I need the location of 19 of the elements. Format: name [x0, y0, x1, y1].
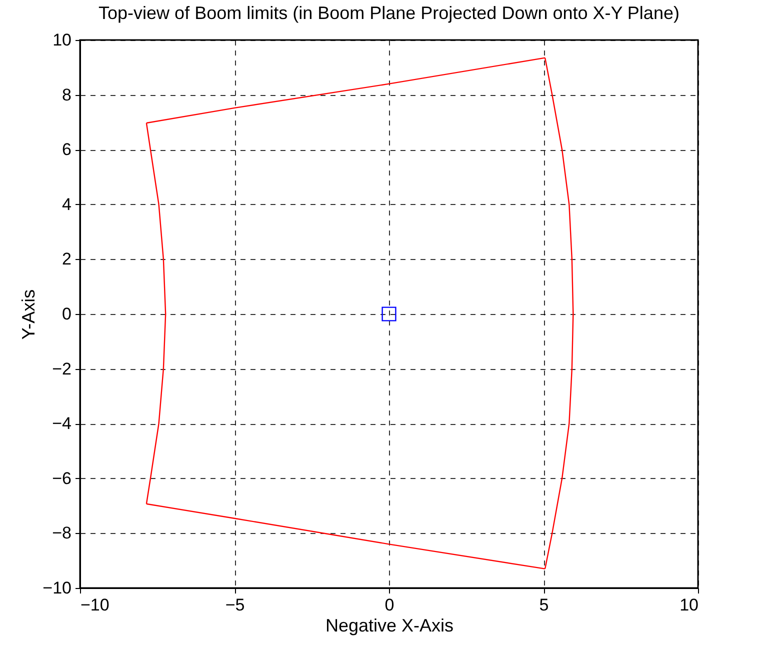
x-tick-label: −10 [80, 596, 110, 614]
y-tick-label: −10 [42, 578, 72, 598]
y-tick-label: 4 [62, 194, 72, 214]
x-tick-label: −5 [225, 596, 245, 614]
y-tick-label: 2 [62, 250, 72, 269]
y-tick-label: 6 [62, 140, 72, 160]
x-tick-label: 0 [384, 596, 394, 614]
x-axis-title: Negative X-Axis [325, 616, 454, 636]
chart-title: Top-view of Boom limits (in Boom Plane Projected Down onto X-Y Plane) [98, 3, 680, 23]
x-tick-label: 10 [680, 596, 698, 614]
x-tick-label: 5 [539, 596, 549, 614]
y-tick-label: −4 [52, 414, 72, 434]
y-tick-label: −2 [52, 359, 72, 378]
y-tick-label: 8 [62, 85, 72, 104]
y-tick-label: 0 [62, 304, 72, 324]
y-axis-title: Y-Axis [18, 289, 39, 340]
y-tick-label: −8 [52, 524, 72, 543]
y-tick-label: 10 [52, 30, 72, 50]
y-tick-label: −6 [52, 468, 72, 488]
